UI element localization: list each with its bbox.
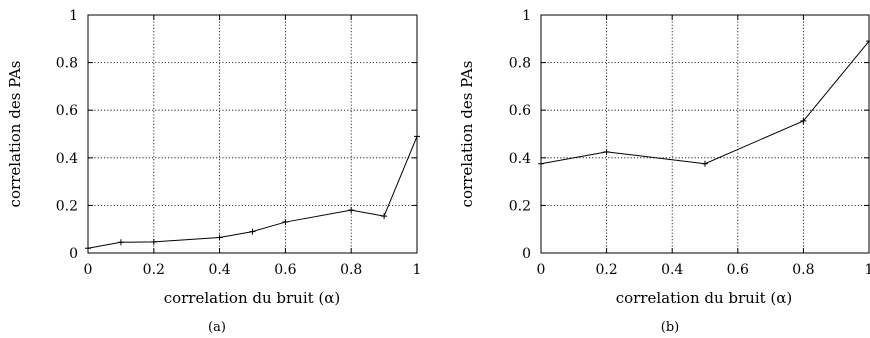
x-axis-label: correlation du bruit (α) (616, 289, 793, 307)
data-point (150, 238, 157, 245)
y-tick-label: 0 (69, 246, 78, 262)
data-point (85, 245, 91, 252)
y-tick-label: 0.2 (56, 198, 78, 214)
y-axis-label: correlation des PAs (458, 61, 476, 208)
y-tick-label: 0.4 (56, 151, 78, 167)
y-tick-label: 1 (522, 8, 531, 24)
y-axis-label: correlation des PAs (6, 61, 24, 208)
x-tick-labels: 0 0.2 0.4 0.6 0.8 1 (537, 262, 870, 278)
gridlines (87, 14, 418, 254)
chart-panel-a: 0 0.2 0.4 0.6 0.8 1 0 0.2 0.4 0.6 0.8 1 correlatio… (6, 8, 421, 335)
x-tick-label: 0.8 (340, 262, 362, 278)
x-tick-labels: 0 0.2 0.4 0.6 0.8 1 (84, 262, 422, 278)
x-tick-label: 0.2 (595, 262, 617, 278)
data-point (866, 38, 870, 45)
y-tick-label: 0.8 (56, 56, 78, 72)
x-tick-label: 0.2 (143, 262, 165, 278)
chart-panel-b: 0 0.2 0.4 0.6 0.8 1 0 0.2 0.4 0.6 0.8 1 correlatio… (458, 8, 870, 335)
gridlines (540, 14, 870, 254)
data-point (282, 219, 289, 226)
panel-caption: (b) (661, 320, 679, 335)
plot-frame (87, 14, 418, 254)
plot-frame (540, 14, 870, 254)
y-tick-label: 1 (69, 8, 78, 24)
y-tick-labels: 0 0.2 0.4 0.6 0.8 1 (509, 8, 531, 262)
x-tick-label: 0.6 (727, 262, 749, 278)
x-tick-label: 0.4 (208, 262, 230, 278)
data-point (216, 234, 223, 241)
data-point (414, 133, 420, 140)
x-tick-label: 1 (865, 262, 870, 278)
data-point (800, 117, 807, 124)
y-tick-label: 0.4 (509, 151, 531, 167)
y-tick-label: 0.6 (56, 103, 78, 119)
x-tick-label: 1 (413, 262, 422, 278)
series-layer (538, 38, 870, 167)
series-line (540, 40, 870, 165)
data-point (348, 207, 355, 214)
data-point (538, 160, 544, 167)
x-tick-label: 0.8 (792, 262, 814, 278)
y-tick-label: 0.8 (509, 56, 531, 72)
x-axis-label: correlation du bruit (α) (164, 289, 341, 307)
x-tick-label: 0 (537, 262, 546, 278)
data-point (117, 239, 124, 246)
x-tick-label: 0.4 (661, 262, 683, 278)
data-point (249, 228, 256, 235)
y-tick-label: 0 (522, 246, 531, 262)
series-layer (85, 133, 420, 252)
x-tick-label: 0.6 (274, 262, 296, 278)
y-tick-label: 0.2 (509, 198, 531, 214)
data-point (381, 213, 388, 220)
data-point (702, 160, 708, 167)
panel-caption: (a) (208, 320, 226, 335)
y-tick-label: 0.6 (509, 103, 531, 119)
data-point (603, 148, 610, 155)
x-tick-label: 0 (84, 262, 93, 278)
y-tick-labels: 0 0.2 0.4 0.6 0.8 1 (56, 8, 78, 262)
